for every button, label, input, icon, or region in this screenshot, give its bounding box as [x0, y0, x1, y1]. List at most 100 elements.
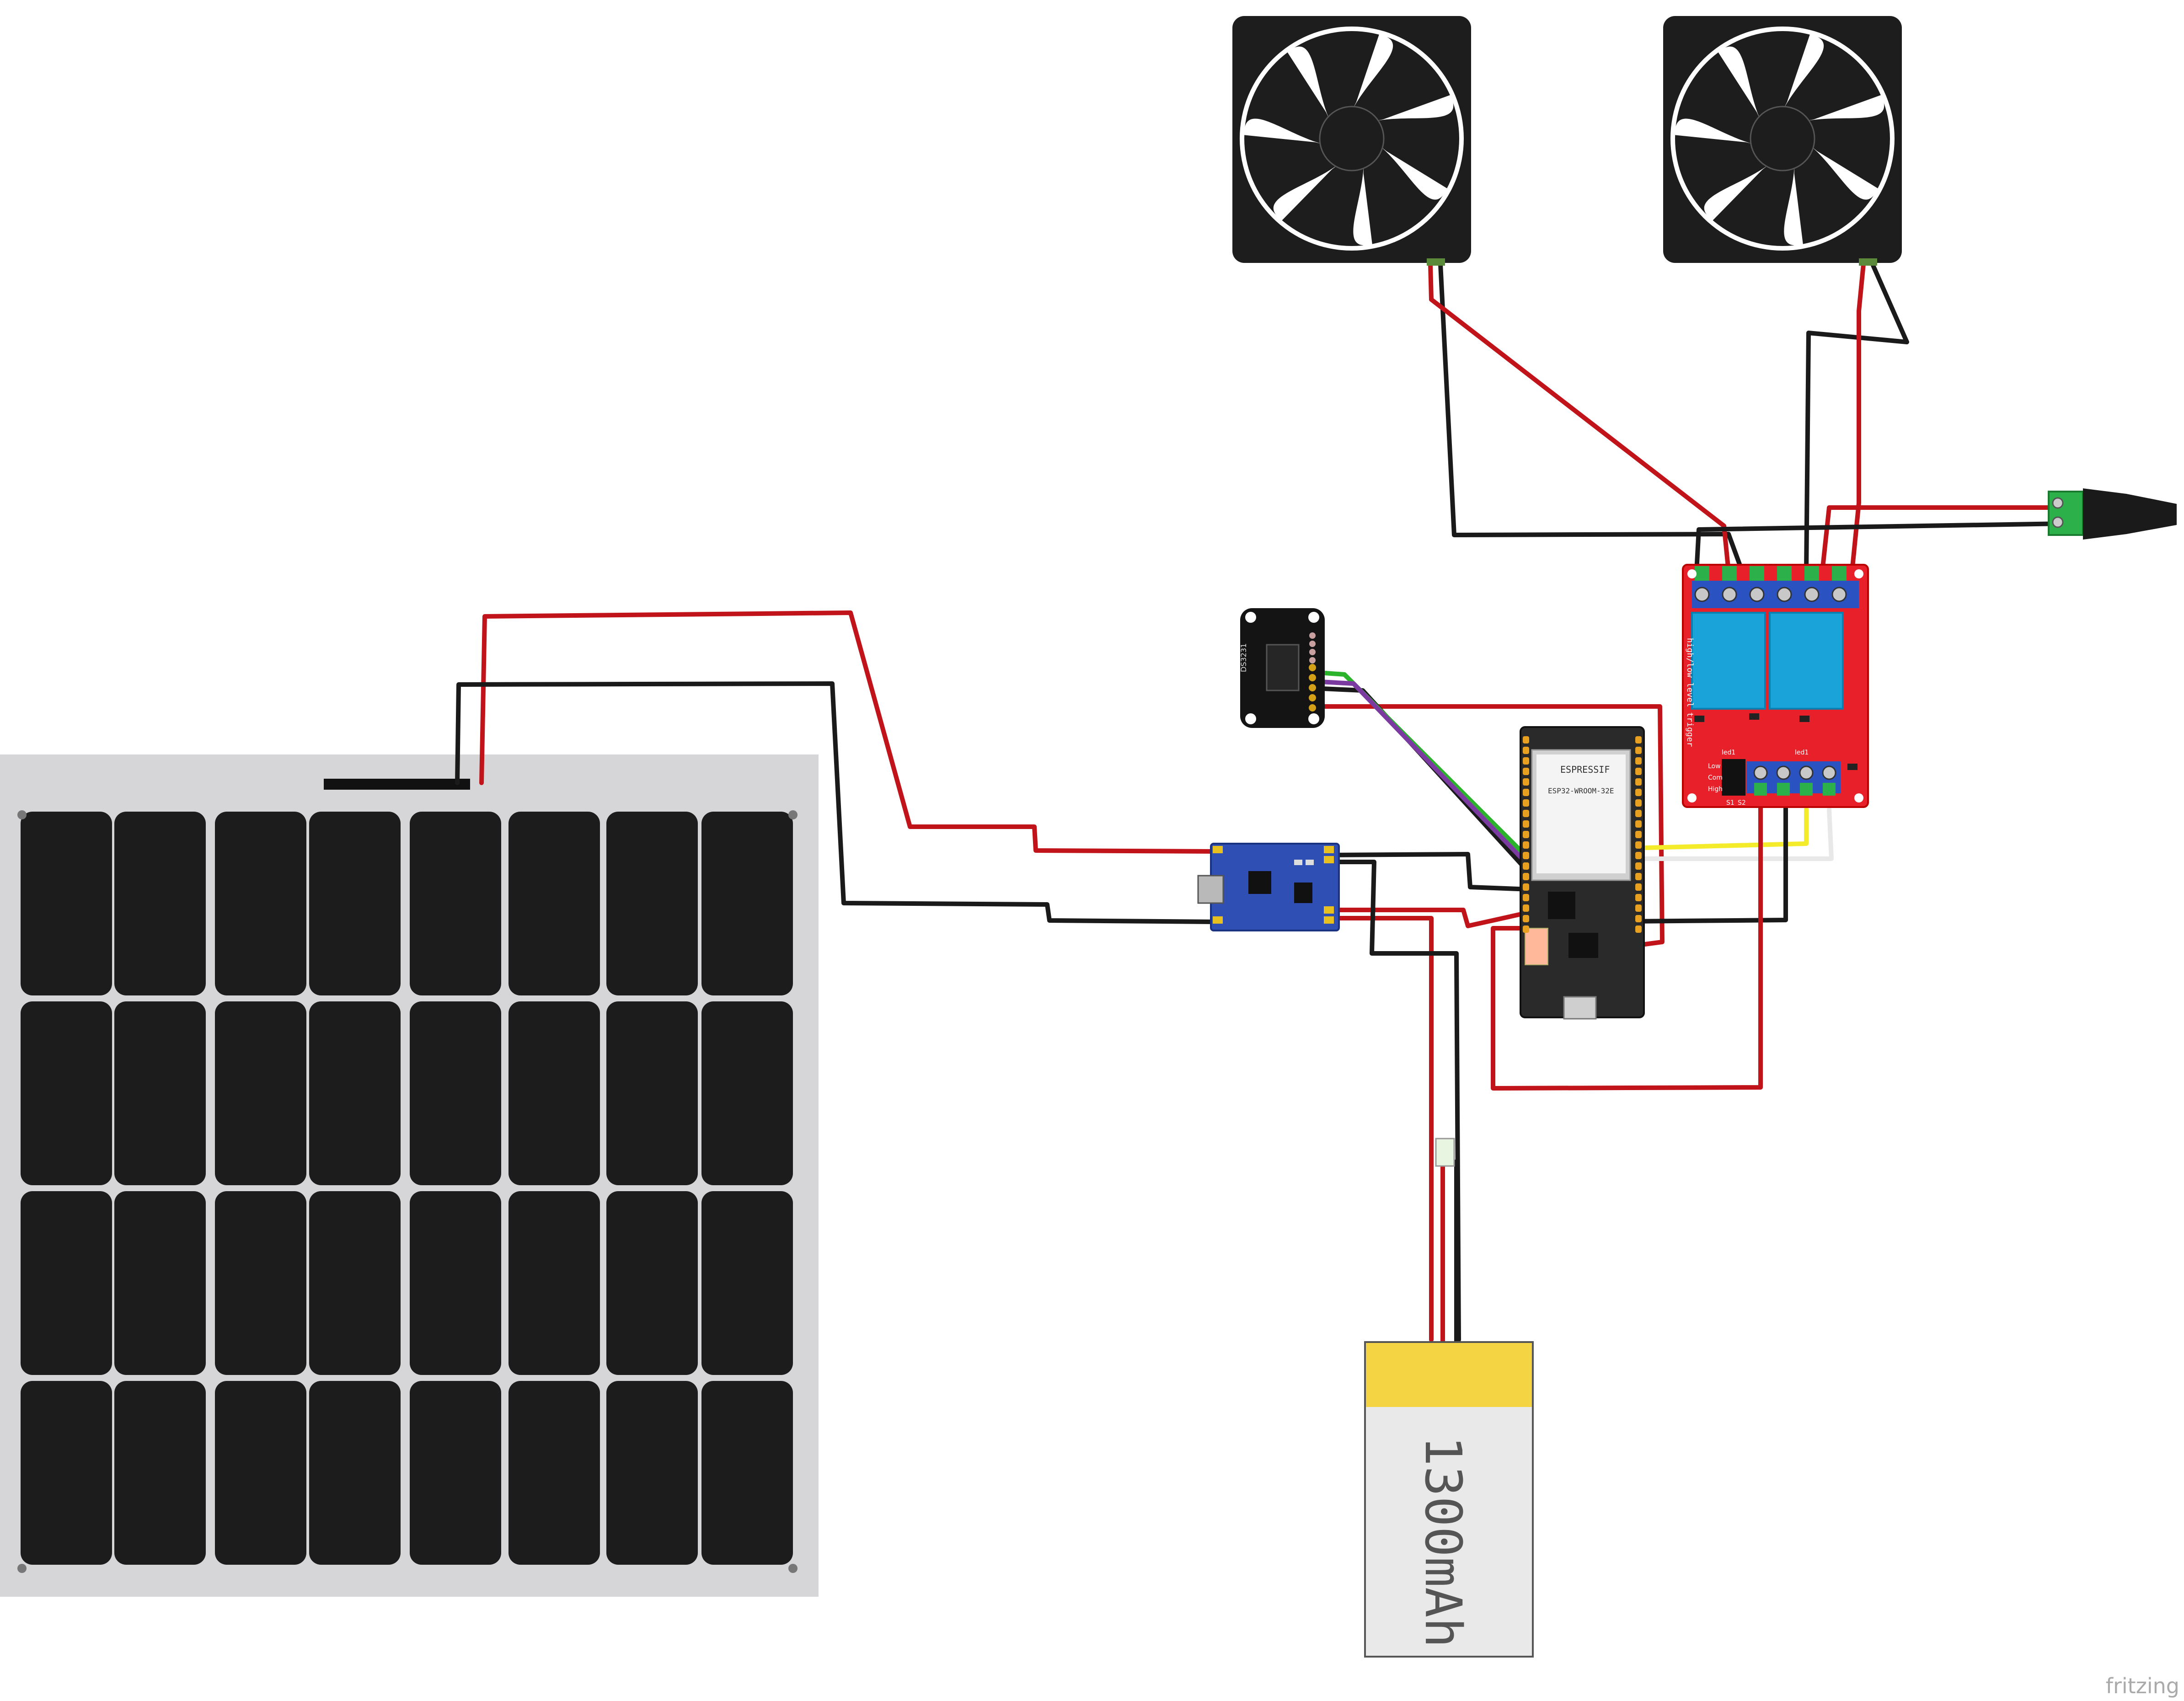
solar-cell	[21, 1381, 112, 1565]
solar-cell	[509, 1001, 600, 1185]
solar-cell	[215, 1191, 306, 1375]
relay-jumper-high: High	[1708, 786, 1723, 793]
usb-port-icon	[1197, 875, 1224, 904]
fan-blade	[1373, 95, 1454, 122]
solar-cell	[114, 1381, 206, 1565]
wire-jack-negative	[1694, 521, 2067, 574]
fan-blade	[1804, 95, 1884, 122]
solar-junction-box	[324, 779, 470, 790]
charger-module	[1197, 843, 1340, 931]
solar-cell	[701, 1381, 793, 1565]
rtc-label: DS3231	[1239, 643, 1248, 672]
fan-blade	[1352, 34, 1393, 111]
relay-jumper-com: Com	[1708, 774, 1723, 781]
fan-blade	[1809, 144, 1878, 200]
battery-label-band	[1366, 1343, 1532, 1407]
wire-charger-out-positive	[1326, 908, 1532, 928]
lipo-battery: 1300mAh	[1364, 1138, 1534, 1658]
fan-blades	[1244, 34, 1454, 246]
fan-right	[1663, 16, 1902, 266]
solar-cell	[606, 1191, 698, 1375]
rtc-module: DS3231	[1239, 608, 1325, 728]
fan-left	[1232, 16, 1471, 266]
esp32-model: ESP32-WROOM-32E	[1548, 786, 1614, 795]
wire-jack-positive	[1820, 505, 2067, 574]
solar-cell	[509, 812, 600, 995]
solar-cell	[21, 1191, 112, 1375]
battery-connector	[1435, 1138, 1455, 1167]
solar-cell	[309, 1001, 401, 1185]
solar-cell	[215, 812, 306, 995]
relay-led-label-2: led1	[1795, 749, 1809, 756]
solar-cell	[114, 1191, 206, 1375]
mounting-hole	[17, 810, 27, 819]
fan-blade	[1675, 118, 1756, 145]
mounting-hole	[17, 1564, 27, 1573]
solar-cell	[606, 1381, 698, 1565]
solar-cell	[114, 1001, 206, 1185]
solar-cell	[21, 1001, 112, 1185]
wire-charger-out-negative	[1326, 852, 1532, 892]
solar-cell	[701, 812, 793, 995]
relay-side-text: high/low level trigger	[1685, 638, 1695, 747]
relay-switch-s2: S2	[1738, 799, 1746, 807]
solar-cell	[606, 1001, 698, 1185]
fan-blade	[1287, 46, 1331, 122]
fan-blade	[1273, 163, 1340, 221]
solar-cell	[509, 1381, 600, 1565]
solar-cells	[21, 812, 793, 1565]
wire-solar-positive	[479, 610, 1216, 854]
wire-rtc-scl	[1310, 679, 1532, 869]
wire-rtc-gnd	[1310, 686, 1532, 876]
solar-cell	[309, 1381, 401, 1565]
charger-board	[1210, 843, 1340, 931]
wire-fan2-positive	[1850, 262, 1866, 574]
wire-relay-in2	[1626, 807, 1834, 861]
solar-cell	[410, 1381, 501, 1565]
fan-blade	[1704, 163, 1771, 221]
fan-blade	[1244, 118, 1325, 145]
wires	[455, 262, 2067, 1344]
wire-relay-vcc	[1491, 793, 1763, 1091]
solar-cell	[509, 1191, 600, 1375]
wire-solar-negative	[455, 681, 1216, 924]
relay-jumper-low: Low	[1708, 763, 1721, 770]
relay-module: high/low level trigger Low Com High led1…	[1682, 564, 1869, 808]
wire-battery-positive	[1326, 916, 1434, 1342]
relay-led-label: led1	[1722, 749, 1735, 756]
solar-panel	[0, 754, 819, 1597]
relay-switch-s1: S1	[1726, 799, 1734, 807]
fan-blade	[1718, 46, 1761, 122]
fritzing-watermark: fritzing	[2105, 1674, 2179, 1698]
solar-cell	[21, 812, 112, 995]
relay-coil-2	[1769, 612, 1844, 710]
esp32-board: ESPRESSIF ESP32-WROOM-32E	[1520, 726, 1645, 1020]
relay-coil-1	[1691, 612, 1766, 710]
esp32-brand: ESPRESSIF	[1560, 764, 1610, 775]
solar-cell	[114, 812, 206, 995]
fan-blade	[1378, 144, 1447, 200]
wire-fan1-positive	[1428, 262, 1731, 574]
solar-cell	[606, 812, 698, 995]
dc-jack-icon	[2048, 488, 2177, 540]
solar-cell	[410, 1191, 501, 1375]
mounting-hole	[788, 810, 798, 819]
fan-blades	[1675, 34, 1884, 246]
solar-cell	[215, 1001, 306, 1185]
wire-relay-in1	[1626, 807, 1809, 850]
solar-cell	[701, 1191, 793, 1375]
fan-blade	[1353, 163, 1372, 246]
wire-battery-negative	[1326, 860, 1461, 1342]
wire-fan1-negative	[1438, 262, 1745, 574]
solar-cell	[410, 812, 501, 995]
solar-cell	[410, 1001, 501, 1185]
fan-blade	[1783, 34, 1824, 111]
fan-blade	[1784, 163, 1803, 246]
solar-cell	[701, 1001, 793, 1185]
solar-cell	[309, 812, 401, 995]
solar-cell	[309, 1191, 401, 1375]
battery-capacity: 1300mAh	[1414, 1436, 1472, 1648]
solar-cell	[215, 1381, 306, 1565]
usb-port-icon	[1563, 996, 1597, 1020]
